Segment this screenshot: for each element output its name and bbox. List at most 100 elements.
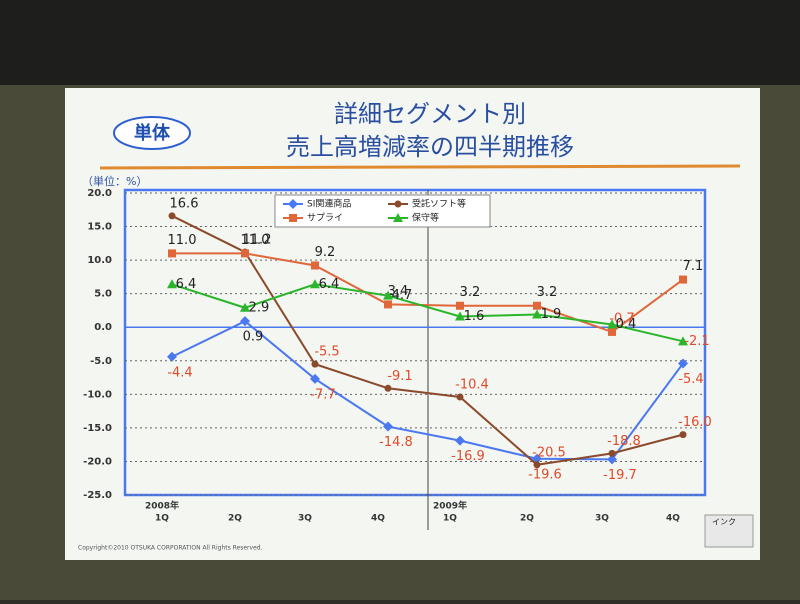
- data-label: 4.7: [392, 288, 413, 303]
- y-tick-label: 15.0: [87, 222, 112, 233]
- point: [456, 393, 464, 401]
- point: [455, 311, 465, 321]
- legend-label: 保守等: [412, 212, 439, 224]
- year-label: 2009年: [433, 500, 467, 512]
- legend-label: 受託ソフト等: [412, 198, 466, 210]
- point: [533, 301, 541, 310]
- legend-marker: [288, 199, 298, 209]
- x-tick-label: 4Q: [371, 514, 385, 524]
- point: [533, 461, 541, 469]
- data-label: -0.7: [609, 311, 634, 326]
- legend-marker: [394, 200, 402, 208]
- ceiling: [0, 0, 800, 85]
- data-label: 3.2: [537, 285, 558, 300]
- point: [384, 300, 392, 309]
- data-label: 0.4: [616, 317, 637, 332]
- point: [455, 435, 465, 446]
- data-label: 7.1: [683, 259, 704, 274]
- data-label: -5.4: [678, 372, 703, 387]
- point: [240, 302, 250, 312]
- data-label: -19.7: [603, 468, 637, 483]
- point: [383, 290, 393, 300]
- data-label: 1.6: [464, 309, 485, 324]
- toolbar-label: インク: [712, 518, 736, 527]
- data-label: 0.9: [243, 330, 264, 345]
- year-label: 2008年: [145, 500, 179, 512]
- series-line: [171, 214, 684, 466]
- x-tick-label: 2Q: [520, 514, 534, 524]
- data-label: -4.4: [167, 365, 192, 380]
- x-tick-label: 1Q: [155, 514, 169, 524]
- data-label: -10.4: [455, 378, 489, 393]
- data-label: 3.4: [388, 284, 409, 299]
- y-tick-label: -20.0: [83, 456, 112, 467]
- x-tick-label: 4Q: [666, 514, 680, 524]
- y-tick-label: -10.0: [83, 389, 112, 400]
- point: [310, 373, 320, 384]
- y-tick-label: -5.0: [90, 356, 112, 367]
- toolbar[interactable]: [704, 514, 754, 548]
- data-label: 11.0: [168, 233, 197, 248]
- x-tick-label: 1Q: [443, 514, 457, 524]
- data-label: 1.9: [541, 307, 562, 322]
- data-label: -16.9: [451, 449, 485, 464]
- point: [383, 421, 393, 432]
- point: [608, 449, 616, 457]
- badge-outline: [113, 116, 191, 150]
- point: [607, 319, 617, 329]
- data-label: -20.5: [532, 445, 566, 460]
- point: [240, 316, 250, 327]
- y-tick-label: 0.0: [94, 322, 112, 333]
- data-label: -5.5: [314, 345, 339, 360]
- point: [168, 212, 176, 220]
- series-line: [171, 283, 684, 343]
- point: [678, 358, 688, 369]
- x-tick-label: 3Q: [298, 514, 312, 524]
- point: [311, 360, 319, 368]
- point: [168, 249, 176, 258]
- data-label: -19.6: [528, 467, 562, 482]
- point: [607, 454, 617, 465]
- y-tick-label: 20.0: [87, 188, 112, 199]
- x-tick-label: 3Q: [595, 514, 609, 524]
- data-label: -18.8: [607, 434, 641, 449]
- x-tick-label: 2Q: [228, 514, 242, 524]
- data-label: -14.8: [379, 435, 413, 450]
- data-label: -2.1: [684, 334, 709, 349]
- legend-box: [274, 194, 491, 228]
- legend-marker: [393, 213, 403, 222]
- point: [167, 279, 177, 289]
- data-label: 16.6: [170, 196, 199, 211]
- point: [456, 301, 464, 310]
- y-tick-label: 10.0: [87, 255, 112, 266]
- point: [241, 249, 249, 258]
- point: [679, 275, 687, 284]
- data-label: 6.4: [176, 277, 197, 292]
- badge: 単体: [134, 122, 171, 144]
- title-line: 売上高増減率の四半期推移: [286, 133, 574, 161]
- copyright: Copyright©2010 OTSUKA CORPORATION All Ri…: [78, 545, 263, 552]
- data-label: 11.0: [241, 233, 270, 248]
- legend-label: サプライ: [307, 213, 343, 224]
- y-unit: （単位：%）: [82, 174, 147, 188]
- data-label: -9.1: [387, 369, 412, 384]
- y-tick-label: -25.0: [83, 490, 112, 501]
- point: [678, 336, 688, 346]
- series-line: [171, 320, 684, 461]
- point: [532, 453, 542, 464]
- data-label: 2.9: [249, 300, 270, 315]
- point: [679, 431, 687, 439]
- legend-label: SI関連商品: [307, 198, 351, 210]
- point: [310, 279, 320, 289]
- point: [167, 351, 177, 362]
- data-label: 11.2: [243, 233, 272, 248]
- data-label: -16.0: [678, 415, 712, 430]
- point: [532, 309, 542, 319]
- data-label: 6.4: [319, 277, 340, 292]
- data-label: -7.7: [310, 387, 335, 402]
- point: [311, 261, 319, 270]
- data-label: 9.2: [315, 245, 336, 260]
- data-label: 3.2: [460, 285, 481, 300]
- point: [384, 384, 392, 392]
